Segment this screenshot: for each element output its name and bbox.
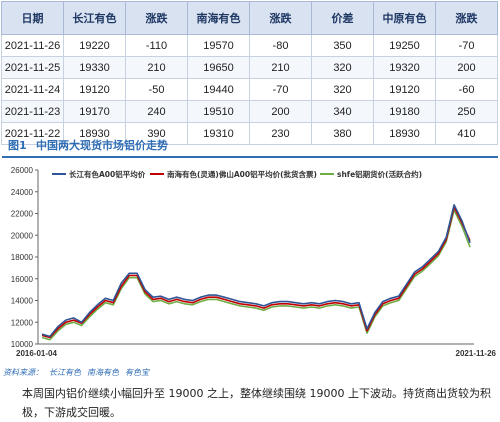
table-cell: 2021-11-26: [1, 34, 64, 57]
table-cell: 2021-11-24: [1, 78, 64, 101]
table-cell: 320: [311, 78, 374, 101]
y-tick-label: 14000: [11, 297, 34, 306]
table-cell: 19650: [187, 56, 250, 79]
table-cell: 19180: [373, 100, 436, 123]
table-cell: 19440: [187, 78, 250, 101]
legend-label: 长江有色A00铝平均价: [69, 169, 146, 179]
table-cell: 2021-11-23: [1, 100, 64, 123]
series-line-1: [41, 206, 471, 339]
table-cell: 19120: [373, 78, 436, 101]
table-row: 2021-11-25 19330 210 19650 210 320 19320…: [1, 56, 498, 79]
x-tick-label-start: 2016-01-04: [16, 349, 57, 358]
table-cell: 19120: [63, 78, 126, 101]
table-cell: 19320: [373, 56, 436, 79]
table-cell: 350: [311, 34, 374, 57]
y-tick-label: 10000: [11, 340, 34, 349]
col-header-zhongyuan: 中原有色: [373, 1, 436, 35]
table-cell: 19510: [187, 100, 250, 123]
table-cell: 19330: [63, 56, 126, 79]
y-tick-label: 22000: [11, 210, 34, 219]
source-label: 资料来源：: [3, 368, 43, 377]
table-cell: 340: [311, 100, 374, 123]
table-header-row: 日期 长江有色 涨跌 南海有色 涨跌 价差 中原有色 涨跌: [1, 1, 498, 35]
source-item: 南海有色: [87, 368, 119, 377]
col-header-spread: 价差: [311, 1, 374, 35]
table-cell: 380: [311, 122, 374, 145]
table-cell: 210: [125, 56, 188, 79]
source-item: 有色宝: [125, 368, 149, 377]
source-item: 长江有色: [49, 368, 81, 377]
table-cell: -80: [249, 34, 312, 57]
table-cell: 18930: [373, 122, 436, 145]
table-cell: 2021-11-22: [1, 122, 64, 145]
table-cell: -70: [249, 78, 312, 101]
figure-title: 中国两大现货市场铝价走势: [36, 139, 168, 152]
col-header-change: 涨跌: [249, 1, 312, 35]
table-cell: 210: [249, 56, 312, 79]
y-tick-label: 20000: [11, 231, 34, 240]
summary-paragraph: 本周国内铝价继续小幅回升至 19000 之上，整体继续围绕 19000 上下波动…: [22, 387, 491, 419]
table-cell: 19310: [187, 122, 250, 145]
col-header-date: 日期: [1, 1, 64, 35]
y-tick-label: 12000: [11, 318, 34, 327]
table-row: 2021-11-24 19120 -50 19440 -70 320 19120…: [1, 78, 498, 101]
table-cell: 240: [125, 100, 188, 123]
table-cell: 200: [435, 56, 498, 79]
y-tick-label: 18000: [11, 253, 34, 262]
table-cell: 250: [435, 100, 498, 123]
table-row: 2021-11-23 19170 240 19510 200 340 19180…: [1, 100, 498, 123]
price-trend-chart: 10000 12000 14000 16000 18000 20000 22000 24000…: [11, 166, 497, 358]
col-header-change: 涨跌: [125, 1, 188, 35]
table-cell: 200: [249, 100, 312, 123]
y-tick-label: 16000: [11, 275, 34, 284]
x-tick-label-end: 2021-11-26: [456, 349, 497, 358]
table-cell: 2021-11-25: [1, 56, 64, 79]
table-cell: 19170: [63, 100, 126, 123]
col-header-nanhai: 南海有色: [187, 1, 250, 35]
y-tick-label: 24000: [11, 188, 34, 197]
legend-label: 南海有色(灵通)佛山A00铝平均价(批货含票): [167, 169, 317, 179]
table-cell: -70: [435, 34, 498, 57]
series-line-2: [41, 209, 471, 341]
table-cell: 320: [311, 56, 374, 79]
y-tick-label: 26000: [11, 166, 34, 175]
source-note: 资料来源： 长江有色 南海有色 有色宝: [3, 367, 155, 378]
table-row: 2021-11-22 18930 390 19310 230 380 18930…: [1, 122, 498, 145]
table-row: 2021-11-26 19220 -110 19570 -80 350 1925…: [1, 34, 498, 57]
col-header-changjiang: 长江有色: [63, 1, 126, 35]
table-cell: -50: [125, 78, 188, 101]
table-cell: 390: [125, 122, 188, 145]
figure-caption: 图1 中国两大现货市场铝价走势: [2, 134, 498, 158]
table-cell: -110: [125, 34, 188, 57]
figure-number: 图1: [8, 139, 27, 152]
series-line-0: [41, 203, 471, 338]
table-cell: 410: [435, 122, 498, 145]
table-cell: -60: [435, 78, 498, 101]
table-cell: 19250: [373, 34, 436, 57]
table-cell: 230: [249, 122, 312, 145]
col-header-change: 涨跌: [435, 1, 498, 35]
table-cell: 19220: [63, 34, 126, 57]
table-cell: 19570: [187, 34, 250, 57]
legend-label: shfe铝期货价(活跃合约): [337, 169, 422, 179]
price-table: 日期 长江有色 涨跌 南海有色 涨跌 价差 中原有色 涨跌 2021-11-26…: [1, 1, 498, 145]
